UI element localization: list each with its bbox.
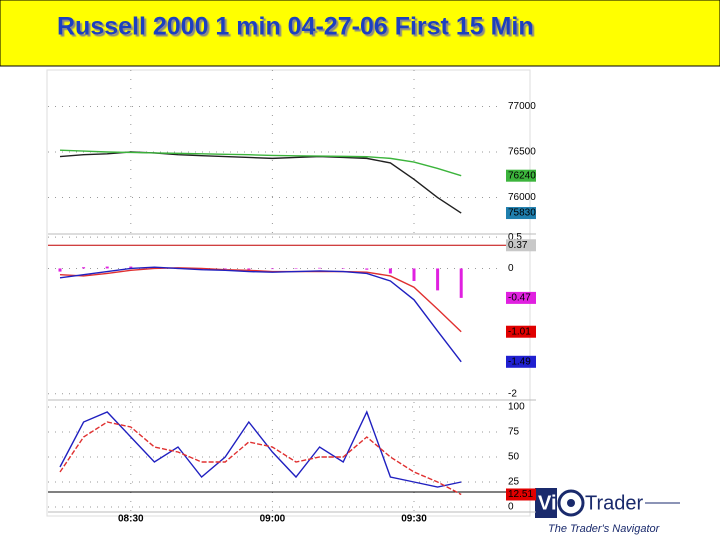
logo-tagline: The Trader's Navigator: [548, 523, 661, 535]
y-tick-label: 76000: [508, 192, 536, 203]
value-label-bg: [506, 169, 536, 182]
series-line: [59, 410, 462, 488]
histogram-bar: [105, 266, 109, 269]
header-banner: [0, 0, 720, 67]
value-label-bg: [506, 291, 536, 304]
value-label-bg: [506, 488, 536, 501]
value-label-bg: [506, 239, 536, 252]
series-line: [59, 421, 462, 496]
y-tick-label: 0.5: [508, 232, 522, 243]
logo: Vi Trader The Trader's Navigator: [535, 488, 680, 535]
histogram-bar: [412, 268, 416, 281]
value-label-bg: [506, 207, 536, 220]
histogram-bar: [388, 268, 392, 274]
x-tick-label: 09:30: [401, 514, 427, 525]
logo-compass-center: [567, 499, 575, 507]
last-value-label: 76240: [508, 170, 536, 181]
series-line: [59, 267, 462, 333]
histogram-bar: [247, 268, 251, 270]
y-tick-label: 100: [508, 402, 525, 413]
x-tick-label: 08:30: [118, 514, 144, 525]
y-tick-label: 0: [508, 502, 514, 513]
histogram-bar: [82, 267, 86, 269]
logo-name: Trader: [585, 492, 644, 514]
y-tick-label: 77000: [508, 101, 536, 112]
title: Russell 2000 1 min 04-27-06 First 15 Min: [57, 13, 534, 41]
last-value-label: 75830: [508, 208, 536, 219]
logo-vi: Vi: [538, 492, 557, 514]
series-line: [59, 266, 462, 363]
y-tick-label: 75: [508, 427, 520, 438]
histogram-bar: [341, 268, 345, 269]
x-tick-label: 09:00: [260, 514, 286, 525]
histogram-bar: [318, 267, 322, 269]
last-value-label: -1.49: [508, 356, 531, 367]
histogram-bar: [58, 268, 62, 272]
logo-box: [535, 488, 557, 518]
y-tick-label: -2: [508, 388, 517, 399]
reference-label: 0.37: [508, 240, 528, 251]
y-tick-label: 25: [508, 477, 520, 488]
histogram-bar: [129, 266, 133, 269]
histogram-bar: [223, 268, 227, 270]
last-value-label: -0.47: [508, 293, 531, 304]
value-label-bg: [506, 325, 536, 338]
value-label-bg: [506, 355, 536, 368]
histogram-bar: [294, 268, 298, 269]
histogram-bar: [436, 268, 440, 291]
last-value-label: 12.51: [508, 489, 533, 500]
histogram-bar: [365, 268, 369, 270]
y-tick-label: 0: [508, 263, 514, 274]
series-line: [59, 149, 462, 177]
y-tick-label: 50: [508, 452, 520, 463]
chart-frame: [46, 69, 531, 517]
y-tick-label: 76500: [508, 147, 536, 158]
last-value-label: -1.01: [508, 326, 531, 337]
histogram-bar: [270, 268, 274, 270]
histogram-bar: [459, 268, 463, 298]
